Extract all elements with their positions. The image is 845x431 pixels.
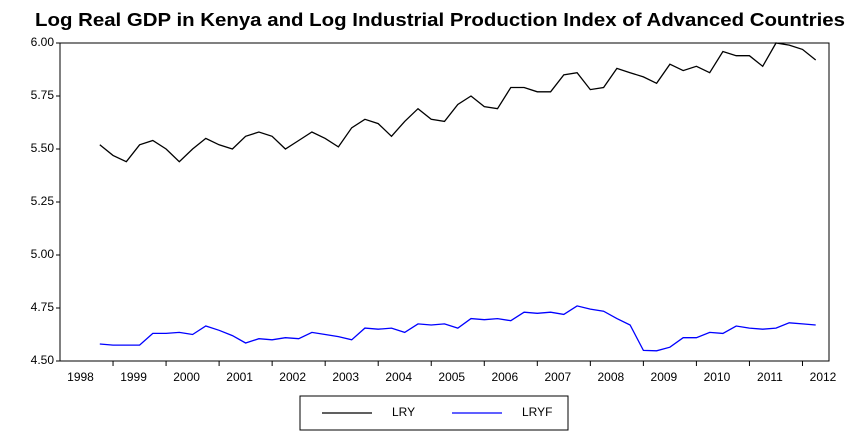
legend-label: LRYF [522,405,552,419]
legend-label: LRY [392,405,415,419]
chart-title: Log Real GDP in Kenya and Log Industrial… [35,10,845,30]
line-series [99,42,817,163]
x-tick-label: 2002 [279,370,306,384]
x-tick-label: 2012 [810,370,837,384]
x-tick-label: 2011 [757,370,783,384]
x-tick-label: 2005 [438,370,465,384]
x-tick-label: 2006 [491,370,518,384]
x-tick-label: 2001 [226,370,253,384]
line-series [99,305,816,352]
y-tick-label: 4.50 [31,353,55,367]
y-tick-label: 5.50 [31,141,55,155]
y-tick-label: 5.00 [31,247,55,261]
y-tick-label: 6.00 [31,35,55,49]
x-tick-label: 2004 [385,370,412,384]
x-tick-label: 1999 [120,370,147,384]
x-tick-label: 1998 [67,370,94,384]
y-tick-label: 5.75 [31,88,55,102]
x-tick-label: 2009 [651,370,678,384]
x-tick-label: 2010 [704,370,731,384]
x-tick-label: 2000 [173,370,200,384]
x-tick-label: 2007 [544,370,571,384]
x-tick-label: 2008 [598,370,625,384]
y-tick-label: 5.25 [31,194,55,208]
x-tick-label: 2003 [332,370,359,384]
y-tick-label: 4.75 [31,300,55,314]
plot-frame [59,42,830,362]
